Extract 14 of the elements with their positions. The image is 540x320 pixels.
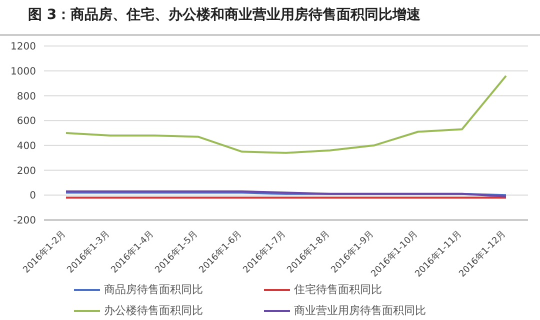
y-tick-label: 200 bbox=[16, 166, 36, 177]
legend-label: 商品房待售面积同比 bbox=[104, 282, 203, 297]
y-tick-label: 0 bbox=[30, 190, 36, 202]
y-tick-label: 800 bbox=[16, 91, 36, 102]
y-tick-label: 600 bbox=[16, 116, 36, 128]
line-series bbox=[65, 74, 507, 154]
y-tick-label: 1200 bbox=[10, 42, 36, 53]
chart-title: 图 3：商品房、住宅、办公楼和商业营业用房待售面积同比增速 bbox=[27, 6, 422, 25]
y-tick-label: -200 bbox=[13, 216, 36, 227]
y-tick-label: 400 bbox=[16, 140, 36, 152]
legend-label: 办公楼待售面积同比 bbox=[104, 303, 203, 318]
legend-label: 住宅待售面积同比 bbox=[294, 282, 382, 297]
y-tick-label: 1000 bbox=[10, 66, 36, 78]
legend-label: 商业营业用房待售面积同比 bbox=[294, 303, 426, 318]
